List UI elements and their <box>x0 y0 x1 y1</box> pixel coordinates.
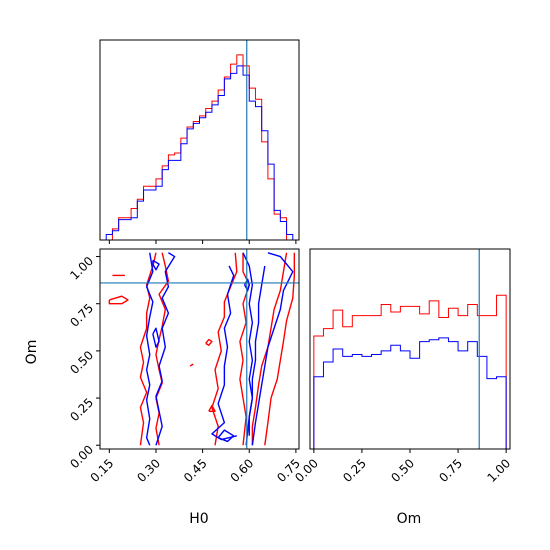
h0-histogram-frame <box>99 39 300 241</box>
x-axis-label-h0: H0 <box>189 511 208 527</box>
om-x-tick-label: 0.50 <box>388 456 417 485</box>
y-axis-label-om: Om <box>24 340 40 365</box>
om-y-tick-label: 0.75 <box>67 301 96 330</box>
contour-chain_b-21 <box>217 429 235 443</box>
contour-chain_a-7 <box>264 252 296 446</box>
h0-x-tick-label: 0.45 <box>181 456 210 485</box>
contour-chain_b-16 <box>211 265 237 441</box>
contour-frame <box>99 248 300 450</box>
contour-chain_a-1 <box>139 252 157 446</box>
contour-chain_a-11 <box>189 363 194 367</box>
contour-chain_b-19 <box>251 252 294 446</box>
om-y-tick-label: 0.00 <box>67 442 96 471</box>
om-y-tick-label: 1.00 <box>67 254 96 283</box>
om-y-tick-label: 0.50 <box>67 348 96 377</box>
contour-chain_b-20 <box>248 265 266 436</box>
h0-marginal-histogram <box>99 39 300 244</box>
contour-lines <box>108 252 296 446</box>
h0-x-tick-label: 0.15 <box>88 456 117 485</box>
contour-chain_a-3 <box>108 295 129 305</box>
om-x-tick-label: 0.75 <box>436 456 465 485</box>
contour-chain_a-6 <box>251 252 288 446</box>
om-x-tick-label: 1.00 <box>484 456 513 485</box>
contour-chain_b-12 <box>155 252 176 446</box>
contour-chain_a-9 <box>205 338 213 346</box>
x-axis-label-om: Om <box>397 511 422 527</box>
om-histogram-series-1 <box>313 294 507 449</box>
contour-chain_b-13 <box>145 252 154 446</box>
contour-chain_a-2 <box>155 252 170 446</box>
om-y-tick-label: 0.25 <box>67 395 96 424</box>
contour-chain_a-4 <box>211 252 238 446</box>
h0-om-contour-panel: 0.15 0.30 0.45 0.60 0.750.000.250.500.751.00 <box>67 248 303 485</box>
om-x-tick-label: 0.25 <box>340 456 369 485</box>
om-marginal-histogram: 0.00 0.25 0.50 0.75 1.00 <box>292 248 513 485</box>
contour-chain_b-15 <box>152 327 160 348</box>
h0-x-tick-label: 0.30 <box>134 456 163 485</box>
contour-chain_a-10 <box>208 404 216 412</box>
h0-histogram-series-1 <box>106 54 299 241</box>
om-histogram-series-2 <box>313 337 507 449</box>
contour-chain_b-14 <box>152 259 160 271</box>
h0-histogram-series-2 <box>105 65 299 241</box>
h0-x-tick-label: 0.60 <box>228 456 257 485</box>
